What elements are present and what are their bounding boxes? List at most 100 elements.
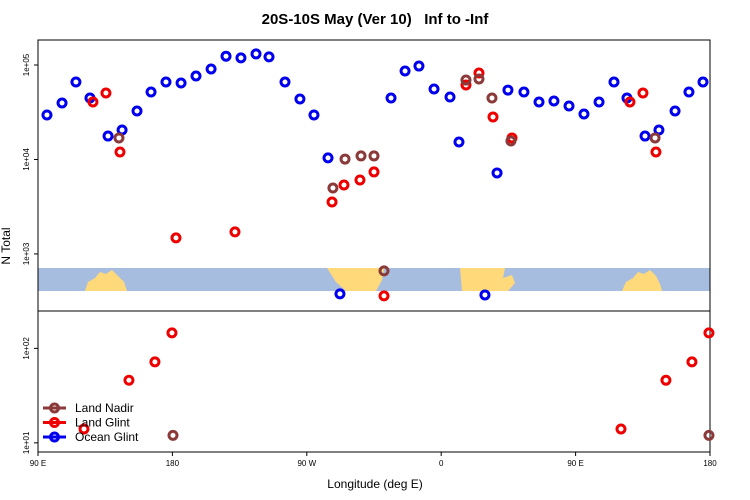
point (41, 109, 53, 121)
point (170, 232, 182, 244)
point (637, 87, 649, 99)
legend-label: Ocean Glint (75, 430, 139, 444)
land-south-america (327, 268, 384, 291)
legend-marker (49, 431, 60, 443)
point (479, 289, 491, 301)
point (683, 86, 695, 98)
point (368, 150, 380, 162)
point (460, 79, 472, 91)
point (123, 374, 135, 386)
point (166, 327, 178, 339)
point (334, 288, 346, 300)
x-tick-label: 90 E (567, 459, 583, 468)
x-tick-label: 180 (703, 459, 717, 468)
point (327, 182, 339, 194)
point (460, 74, 472, 86)
point (56, 97, 68, 109)
point (650, 146, 662, 158)
point (145, 86, 157, 98)
point (615, 423, 627, 435)
plot-frame (37, 39, 711, 453)
point (175, 77, 187, 89)
point (624, 96, 636, 108)
point (548, 95, 560, 107)
x-tick-label: 90 W (297, 459, 316, 468)
point (660, 374, 672, 386)
point (649, 132, 661, 144)
point (653, 124, 665, 136)
point (505, 135, 517, 147)
point (413, 60, 425, 72)
point (205, 63, 217, 75)
land-australia (85, 270, 127, 291)
x-tick-label: 0 (439, 459, 444, 468)
point (149, 356, 161, 368)
point (518, 86, 530, 98)
x-tick-label: 90 E (30, 459, 46, 468)
point (294, 93, 306, 105)
y-tick-label: 1e+03 (22, 242, 31, 265)
point (669, 105, 681, 117)
point (113, 132, 125, 144)
legend-label: Land Glint (75, 416, 130, 430)
point (190, 70, 202, 82)
point (279, 76, 291, 88)
point (686, 356, 698, 368)
point (639, 130, 651, 142)
land-australia-2 (622, 270, 662, 291)
land-africa (460, 268, 515, 291)
point (160, 76, 172, 88)
point (578, 108, 590, 120)
y-tick-label: 1e+04 (22, 148, 31, 171)
point (131, 105, 143, 117)
point (100, 87, 112, 99)
point (533, 96, 545, 108)
point (70, 76, 82, 88)
point (502, 84, 514, 96)
y-tick-label: 1e+05 (22, 53, 31, 76)
point (428, 83, 440, 95)
point (114, 146, 126, 158)
point (326, 196, 338, 208)
point (697, 76, 709, 88)
point (263, 51, 275, 63)
x-axis-label: Longitude (deg E) (327, 477, 422, 491)
point (102, 130, 114, 142)
point (473, 73, 485, 85)
point (354, 174, 366, 186)
point (703, 429, 715, 441)
y-axis-label: N Total (0, 227, 13, 264)
point (491, 167, 503, 179)
point (229, 226, 241, 238)
point (453, 136, 465, 148)
point (444, 91, 456, 103)
point (339, 153, 351, 165)
point (87, 96, 99, 108)
point (368, 166, 380, 178)
point (220, 50, 232, 62)
point (563, 100, 575, 112)
point (399, 65, 411, 77)
point (473, 67, 485, 79)
point (703, 327, 715, 339)
point (167, 429, 179, 441)
point (338, 179, 350, 191)
point (385, 92, 397, 104)
point (593, 96, 605, 108)
point (250, 48, 262, 60)
point (486, 92, 498, 104)
point (322, 152, 334, 164)
point (378, 290, 390, 302)
point (235, 52, 247, 64)
x-tick-label: 180 (166, 459, 180, 468)
point (608, 76, 620, 88)
map-strip (38, 268, 710, 291)
chart-title: 20S-10S May (Ver 10) Inf to -Inf (262, 11, 490, 28)
point (308, 109, 320, 121)
y-tick-label: 1e+02 (22, 337, 31, 360)
point (355, 150, 367, 162)
point (378, 265, 390, 277)
legend-marker (49, 417, 60, 428)
legend-marker (49, 402, 60, 414)
